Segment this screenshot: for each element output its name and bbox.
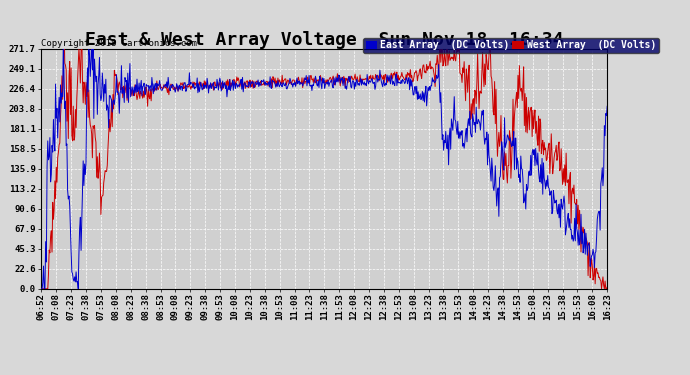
Text: Copyright 2018 Cartronics.com: Copyright 2018 Cartronics.com: [41, 39, 197, 48]
Title: East & West Array Voltage  Sun Nov 18  16:34: East & West Array Voltage Sun Nov 18 16:…: [85, 31, 564, 49]
Legend: East Array  (DC Volts), West Array  (DC Volts): East Array (DC Volts), West Array (DC Vo…: [363, 38, 658, 53]
